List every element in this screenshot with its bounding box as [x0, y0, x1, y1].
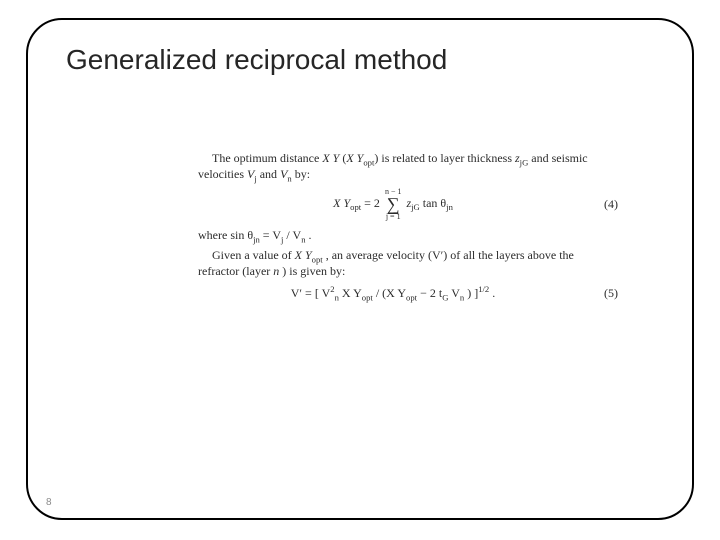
text: . [309, 228, 312, 242]
sub: n [460, 293, 464, 303]
sym-n: n [273, 264, 279, 278]
text: where sin θ [198, 228, 253, 242]
sup: 1/2 [478, 284, 489, 294]
eq5-c: / (X Y [376, 286, 406, 300]
eq4-tan: tan θ [423, 196, 446, 210]
text: and [260, 167, 280, 181]
eq5-g: . [492, 286, 495, 300]
eq5-f: ) ] [467, 286, 478, 300]
sub: opt [363, 157, 374, 167]
equation-4-row: X Yopt = 2 n − 1 ∑ j = 1 zjG tan θjn (4) [198, 188, 618, 220]
slide: Generalized reciprocal method The optimu… [0, 0, 720, 540]
equation-5: V′ = [ V2n X Yopt / (X Yopt − 2 tG Vn ) … [198, 285, 588, 301]
equation-5-number: (5) [588, 285, 618, 301]
eq4-lhs: X Y [333, 196, 350, 210]
sigma-icon: ∑ [385, 196, 402, 212]
equation-4-number: (4) [588, 196, 618, 212]
sym-xyopt: X Y [295, 248, 312, 262]
eq5-a: V′ = [ V [291, 286, 331, 300]
paragraph-2: where sin θjn = Vj / Vn . [198, 227, 618, 243]
text: by: [295, 167, 310, 181]
sub: jG [520, 157, 529, 167]
sub: j [254, 174, 256, 184]
text: is related to layer thickness [381, 151, 515, 165]
eq5-e: V [451, 286, 460, 300]
sub: jn [446, 203, 453, 213]
eq5-d: − 2 t [420, 286, 442, 300]
body-content: The optimum distance X Y (X Yopt) is rel… [198, 150, 618, 307]
sym-xy: X Y [322, 151, 339, 165]
sub: G [442, 293, 448, 303]
text: ) [374, 151, 378, 165]
sub: jG [411, 203, 420, 213]
page-number: 8 [46, 497, 52, 508]
sum-bottom: j = 1 [385, 213, 402, 221]
sub: n [335, 293, 339, 303]
sub: jn [253, 234, 260, 244]
sub: j [281, 234, 283, 244]
paragraph-1: The optimum distance X Y (X Yopt) is rel… [198, 150, 618, 182]
sub: n [301, 234, 305, 244]
paragraph-3: Given a value of X Yopt , an average vel… [198, 247, 618, 279]
sub: opt [312, 254, 323, 264]
sym-xyopt: X Y [346, 151, 363, 165]
text: Given a value of [212, 248, 295, 262]
page-title: Generalized reciprocal method [66, 44, 664, 76]
eq5-b: X Y [342, 286, 362, 300]
text: ) is given by: [282, 264, 345, 278]
sub: opt [362, 293, 373, 303]
text: / V [286, 228, 301, 242]
sub: opt [350, 203, 361, 213]
eq4-eq: = 2 [364, 196, 383, 210]
equation-4: X Yopt = 2 n − 1 ∑ j = 1 zjG tan θjn [198, 188, 588, 220]
sub: opt [406, 293, 417, 303]
equation-5-row: V′ = [ V2n X Yopt / (X Yopt − 2 tG Vn ) … [198, 285, 618, 301]
text: = V [263, 228, 281, 242]
slide-frame: Generalized reciprocal method The optimu… [26, 18, 694, 520]
text: The optimum distance [212, 151, 322, 165]
summation: n − 1 ∑ j = 1 [385, 188, 402, 220]
sub: n [287, 174, 291, 184]
